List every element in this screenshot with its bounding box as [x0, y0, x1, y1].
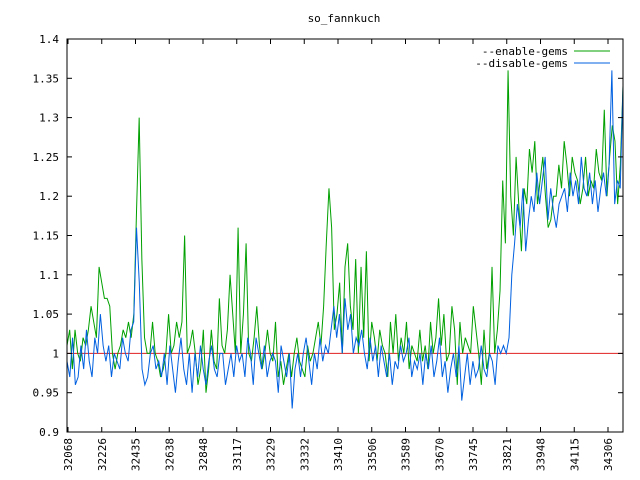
x-tick-label: 33745	[467, 438, 480, 471]
x-tick-label: 32068	[62, 438, 75, 471]
series-line-enable-gems	[66, 70, 624, 393]
x-tick-label: 33229	[265, 438, 278, 471]
x-tick-label: 33506	[366, 438, 379, 471]
x-tick-label: 34115	[568, 438, 581, 471]
x-tick-label: 32638	[163, 438, 176, 471]
x-tick-label: 33670	[433, 438, 446, 471]
series-layer	[66, 70, 624, 409]
x-tick-label: 33948	[535, 438, 548, 471]
y-tick-label: 1.1	[39, 269, 59, 282]
x-tick-label: 32848	[197, 438, 210, 471]
series-line-disable-gems	[66, 70, 624, 409]
legend-label: --enable-gems	[482, 45, 568, 58]
legend-label: --disable-gems	[475, 57, 568, 70]
x-tick-label: 34306	[602, 438, 615, 471]
x-tick-label: 33117	[231, 438, 244, 471]
y-tick-label: 0.9	[39, 426, 59, 439]
y-tick-label: 1.4	[39, 33, 59, 46]
x-tick-label: 32226	[96, 438, 109, 471]
x-tick-label: 33410	[332, 438, 345, 471]
y-tick-label: 1.3	[39, 112, 59, 125]
plot-frame	[66, 38, 624, 433]
x-axis: 32068 32226 32435 32638 32848 33117 33229 33332…	[62, 39, 615, 471]
x-tick-label: 33821	[501, 438, 514, 471]
x-tick-label: 33332	[298, 438, 311, 471]
legend: --enable-gems--disable-gems	[475, 45, 610, 70]
y-axis: 0.9 0.95 1 1.05 1.1 1.15 1.2 1.25 1.3 1.35 1.4	[33, 33, 623, 439]
y-tick-label: 1.05	[33, 308, 60, 321]
y-tick-label: 1.35	[33, 72, 60, 85]
x-tick-label: 32435	[130, 438, 143, 471]
y-tick-label: 1.25	[33, 151, 60, 164]
y-tick-label: 1.2	[39, 190, 59, 203]
y-tick-label: 0.95	[33, 387, 60, 400]
y-tick-label: 1	[52, 347, 59, 360]
chart-title: so_fannkuch	[308, 12, 381, 25]
y-tick-label: 1.15	[33, 230, 60, 243]
x-tick-label: 33589	[400, 438, 413, 471]
